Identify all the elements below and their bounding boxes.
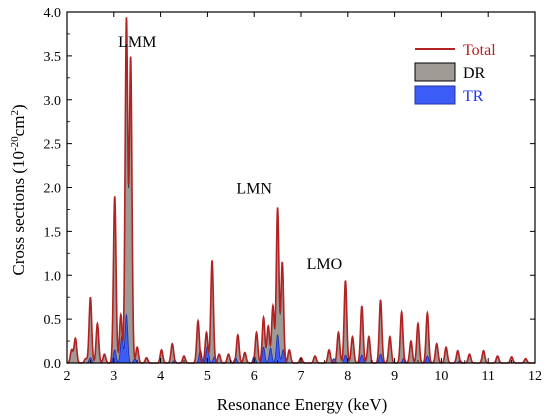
x-tick-label: 5: [204, 369, 211, 384]
series-total-line: [66, 17, 535, 364]
y-tick-label: 0.0: [44, 357, 62, 372]
x-tick-label: 8: [344, 369, 351, 384]
peak-annotation-lmo: LMO: [307, 256, 343, 273]
y-tick-label: 4.0: [44, 6, 62, 21]
axes: 2 3 4 5 6 7 8 9 10 11 12 0.0 0.5 1.0 1.5 2.0 2.5 3.0 3.5 4.…: [44, 6, 543, 384]
peak-annotation-lmm: LMM: [118, 34, 156, 51]
legend-tr-swatch: [414, 85, 456, 105]
legend-tr-label: TR: [463, 88, 484, 105]
y-tick-label: 2.0: [44, 182, 62, 197]
y-tick-label: 1.0: [44, 269, 62, 284]
peak-annotations: LMM LMN LMO: [118, 34, 342, 273]
y-tick-label: 3.0: [44, 94, 62, 109]
x-tick-label: 3: [110, 369, 117, 384]
y-tick-label: 3.5: [44, 50, 62, 65]
x-tick-label: 9: [391, 369, 398, 384]
y-tick-label: 2.5: [44, 138, 62, 153]
x-tick-label: 10: [434, 369, 448, 384]
x-tick-label: 7: [298, 369, 305, 384]
y-tick-label: 1.5: [44, 225, 62, 240]
legend-dr-swatch: [414, 62, 456, 82]
legend: Total DR TR: [414, 42, 496, 105]
x-tick-label: 2: [64, 369, 71, 384]
x-tick-label: 4: [157, 369, 164, 384]
x-tick-label: 11: [481, 369, 494, 384]
y-axis-label: Cross sections (10-20cm2): [9, 104, 28, 275]
x-tick-label: 6: [251, 369, 258, 384]
peak-annotation-lmn: LMN: [236, 181, 272, 198]
legend-dr-label: DR: [463, 65, 486, 82]
legend-total-label: Total: [463, 42, 496, 59]
x-axis-label: Resonance Energy (keV): [217, 395, 388, 414]
x-tick-label: 12: [528, 369, 542, 384]
y-tick-label: 0.5: [44, 313, 62, 328]
